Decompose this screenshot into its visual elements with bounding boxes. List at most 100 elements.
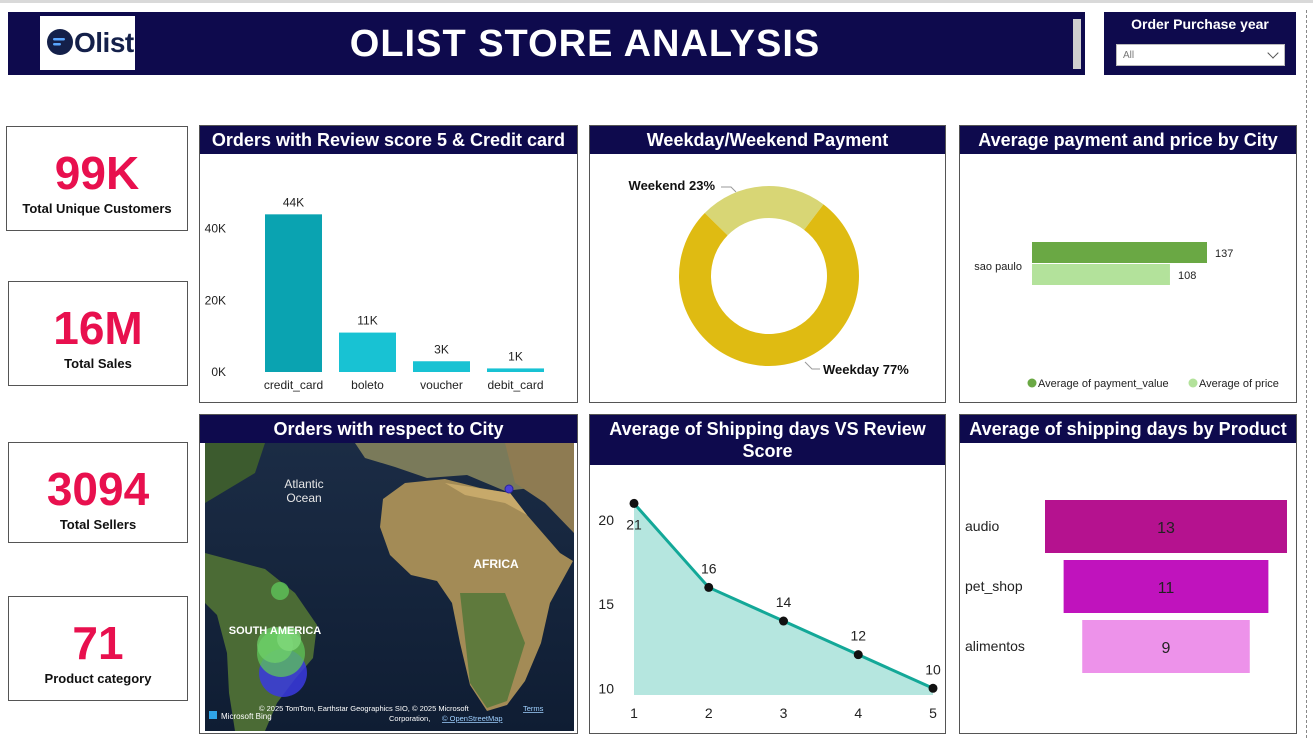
payment-city-bar-chart: sao paulo 137 108 Average of payment_value A… xyxy=(974,242,1279,390)
kpi-label: Product category xyxy=(44,671,152,686)
panel-title: Orders with Review score 5 & Credit card xyxy=(200,126,577,154)
kpi-total-unique-customers: 99K Total Unique Customers xyxy=(6,126,188,231)
donut-slice[interactable] xyxy=(679,204,859,366)
funnel-bar[interactable] xyxy=(1082,620,1250,673)
funnel-bar[interactable] xyxy=(1063,560,1269,613)
x-category-label: voucher xyxy=(420,378,463,392)
map-terms-link[interactable]: Terms xyxy=(523,704,544,713)
x-category-label: boleto xyxy=(351,378,384,392)
panel-title: Average of Shipping days VS Review Score xyxy=(590,415,945,465)
map-attribution-2: Corporation, xyxy=(389,714,430,723)
legend-label: Average of price xyxy=(1199,378,1279,390)
x-tick-label: 1 xyxy=(630,705,638,721)
kpi-value: 16M xyxy=(53,302,143,354)
point-data-label: 10 xyxy=(925,661,941,677)
bar[interactable] xyxy=(1032,242,1207,263)
donut-data-label: Weekday 77% xyxy=(823,362,909,377)
map-sahara xyxy=(445,483,527,515)
map-label-africa: AFRICA xyxy=(473,557,519,571)
funnel-bar[interactable] xyxy=(1045,500,1287,553)
y-tick-label: 20 xyxy=(598,512,614,528)
x-tick-label: 2 xyxy=(705,705,713,721)
bar[interactable] xyxy=(339,332,396,372)
panel-review-credit: Orders with Review score 5 & Credit card… xyxy=(199,125,578,403)
year-filter-dropdown[interactable]: All xyxy=(1116,44,1285,66)
panel-title: Orders with respect to City xyxy=(200,415,577,443)
donut-slice[interactable] xyxy=(704,186,824,236)
kpi-label: Total Sellers xyxy=(59,517,137,532)
point-data-label: 12 xyxy=(850,628,866,644)
bar[interactable] xyxy=(487,368,544,372)
bar-data-label: 44K xyxy=(283,195,304,209)
panel-payment-city: Average payment and price by City sao pa… xyxy=(959,125,1297,403)
category-label: audio xyxy=(965,518,999,534)
kpi-product-category: 71 Product category xyxy=(8,596,188,701)
bar[interactable] xyxy=(265,214,322,372)
y-tick-label: 40K xyxy=(205,222,226,236)
bar[interactable] xyxy=(1032,264,1170,285)
point-data-label: 16 xyxy=(701,560,717,576)
donut-data-label: Weekend 23% xyxy=(629,178,716,193)
map-label-atlantic: Atlantic xyxy=(284,477,323,491)
x-category-label: debit_card xyxy=(487,378,543,392)
x-category-label: credit_card xyxy=(264,378,323,392)
panel-title: Average payment and price by City xyxy=(960,126,1296,154)
year-filter-card: Order Purchase year All xyxy=(1104,12,1296,75)
map-label-south-america: SOUTH AMERICA xyxy=(229,625,322,637)
kpi-total-sellers: 3094 Total Sellers xyxy=(8,442,188,543)
map-north-america xyxy=(205,443,265,503)
bar-data-label: 137 xyxy=(1215,248,1233,260)
data-point[interactable] xyxy=(779,616,788,626)
leader-line xyxy=(721,186,737,193)
panel-shipping-review: Average of Shipping days VS Review Score… xyxy=(589,414,946,734)
map-attribution: © 2025 TomTom, Earthstar Geographics SIO… xyxy=(259,704,470,713)
weekday-weekend-donut-chart: Weekend 23% Weekday 77% xyxy=(629,178,910,377)
kpi-label: Total Sales xyxy=(64,356,132,371)
data-point[interactable] xyxy=(629,498,639,508)
bar-data-label: 1K xyxy=(508,349,523,363)
y-tick-label: 20K xyxy=(205,293,226,307)
map-bubble[interactable] xyxy=(271,582,289,600)
bar-data-label: 108 xyxy=(1178,270,1196,282)
panel-title: Weekday/Weekend Payment xyxy=(590,126,945,154)
olist-logo-icon xyxy=(47,29,73,55)
map-bubble[interactable] xyxy=(504,484,514,494)
map-bubble[interactable] xyxy=(277,627,301,651)
bar-data-label: 11 xyxy=(1158,580,1175,597)
bing-logo-icon xyxy=(209,711,217,719)
kpi-label: Total Unique Customers xyxy=(22,201,172,216)
y-tick-label: 0K xyxy=(211,365,226,379)
map-osm-link[interactable]: © OpenStreetMap xyxy=(442,714,503,723)
year-filter-value: All xyxy=(1123,50,1135,61)
area-fill xyxy=(634,503,933,695)
point-data-label: 14 xyxy=(776,594,792,610)
map-central-africa xyxy=(460,593,525,708)
panel-orders-city: Orders with respect to City Atlantic Oce… xyxy=(199,414,578,734)
y-category-label: sao paulo xyxy=(974,261,1022,273)
window-top-edge xyxy=(0,0,1313,3)
bar-data-label: 9 xyxy=(1162,640,1171,657)
legend-marker xyxy=(1027,378,1037,388)
category-label: alimentos xyxy=(965,638,1025,654)
olist-logo: Olist xyxy=(40,16,135,70)
data-point[interactable] xyxy=(704,582,714,592)
category-label: pet_shop xyxy=(965,578,1023,594)
shipping-product-funnel-chart: audio 13 pet_shop 11 alimentos 9 xyxy=(965,500,1287,673)
map-bing-label: Microsoft Bing xyxy=(221,712,272,721)
bar-data-label: 11K xyxy=(357,314,377,328)
legend-marker xyxy=(1188,378,1198,388)
legend-label: Average of payment_value xyxy=(1038,378,1169,390)
leader-line xyxy=(804,361,820,370)
x-tick-label: 3 xyxy=(780,705,788,721)
logo-text: Olist xyxy=(74,27,134,58)
panel-title: Average of shipping days by Product xyxy=(960,415,1296,443)
data-point[interactable] xyxy=(853,650,863,660)
kpi-value: 71 xyxy=(72,617,124,669)
year-filter-label: Order Purchase year xyxy=(1131,16,1269,32)
orders-city-map[interactable]: Atlantic Ocean AFRICA SOUTH AMERICA Micr… xyxy=(205,443,574,731)
x-tick-label: 5 xyxy=(929,705,937,721)
bar-data-label: 13 xyxy=(1157,520,1175,537)
bar[interactable] xyxy=(413,361,470,372)
header-scrollbar[interactable] xyxy=(1073,19,1081,69)
data-point[interactable] xyxy=(928,683,938,693)
